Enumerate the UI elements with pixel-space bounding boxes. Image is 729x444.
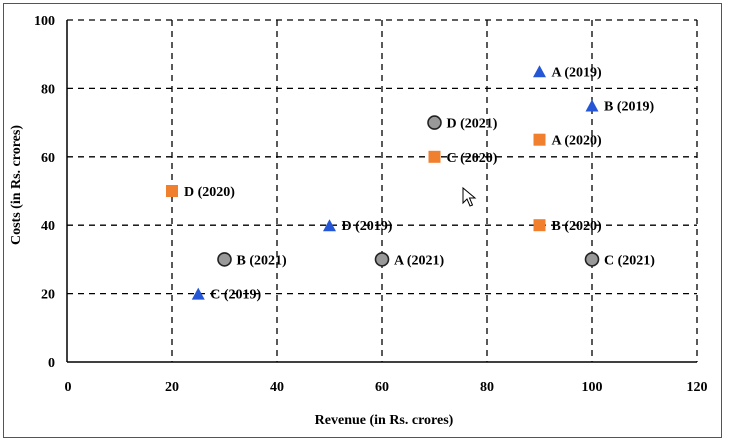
square-marker — [533, 133, 546, 146]
point-label: A (2019) — [552, 65, 603, 80]
y-tick-label: 80 — [41, 82, 55, 97]
y-tick-label: 60 — [41, 151, 55, 166]
x-tick-label: 80 — [480, 380, 494, 395]
triangle-marker — [323, 219, 336, 232]
circle-marker — [374, 252, 390, 267]
triangle-marker — [191, 287, 205, 300]
y-tick-label: 100 — [34, 14, 55, 29]
circle-marker — [584, 252, 600, 267]
square-marker — [166, 185, 178, 197]
circle-marker — [217, 252, 232, 267]
mouse-cursor-icon — [462, 186, 477, 207]
tick-labels: 0 20 40 60 80 100 120 0 20 40 60 80 100 — [34, 14, 708, 395]
axes — [66, 20, 697, 363]
square-marker — [533, 219, 546, 232]
y-axis-title: Costs (in Rs. crores) — [9, 125, 24, 245]
x-tick-label: 0 — [65, 380, 72, 395]
y-tick-label: 0 — [48, 356, 55, 371]
point-label: D (2021) — [447, 117, 498, 132]
x-tick-label: 100 — [582, 380, 603, 395]
point-label: A (2020) — [552, 134, 603, 149]
circle-marker — [427, 115, 442, 130]
x-tick-label: 120 — [687, 380, 708, 395]
x-axis-title: Revenue (in Rs. crores) — [315, 413, 454, 428]
square-marker — [428, 150, 441, 163]
triangle-marker — [533, 65, 546, 78]
data-points: A (2019) B (2019) C (2019) D (2019) A (2020)… — [166, 65, 655, 303]
y-tick-label: 40 — [41, 219, 55, 234]
point-label: D (2019) — [342, 219, 393, 234]
triangle-marker — [585, 99, 599, 112]
point-label: B (2021) — [237, 253, 288, 268]
y-tick-label: 20 — [41, 288, 55, 303]
point-label: C (2019) — [210, 288, 261, 303]
point-label: B (2019) — [604, 100, 655, 115]
grid-lines — [67, 19, 698, 362]
point-label: C (2021) — [604, 253, 655, 268]
chart-frame — [3, 3, 722, 438]
x-tick-label: 60 — [375, 380, 389, 395]
point-label: A (2021) — [394, 253, 445, 268]
x-tick-label: 20 — [165, 380, 179, 395]
point-label: C (2020) — [447, 151, 498, 166]
point-label: D (2020) — [184, 185, 235, 200]
point-label: B (2020) — [552, 219, 603, 234]
x-tick-label: 40 — [270, 380, 284, 395]
